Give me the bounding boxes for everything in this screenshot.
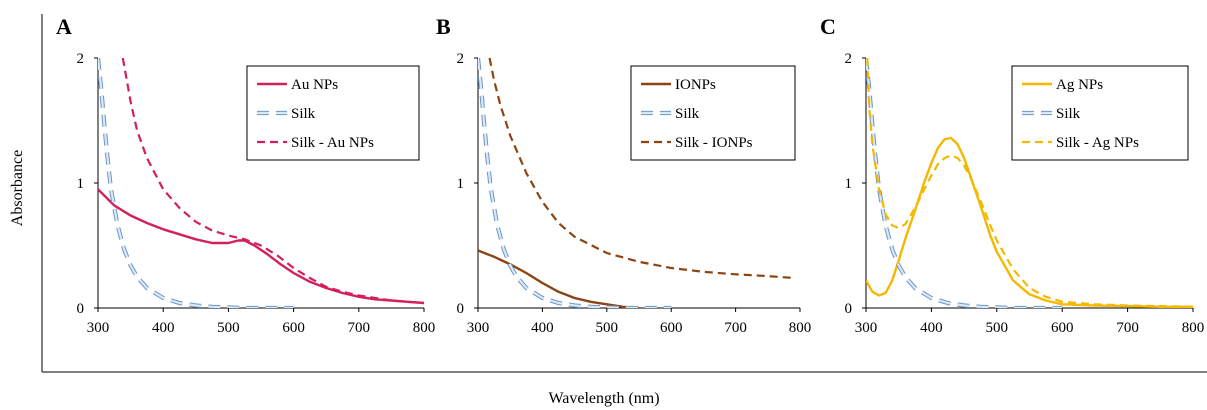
x-tick-label: 700 xyxy=(348,320,371,336)
legend-label: Ag NPs xyxy=(1056,77,1103,93)
x-tick-label: 500 xyxy=(596,320,619,336)
series-line-1 xyxy=(98,188,424,305)
legend: Au NPs Silk Silk - Au NPs xyxy=(246,65,420,161)
legend-label: Silk - Ag NPs xyxy=(1056,135,1139,151)
y-axis-label: Absorbance xyxy=(9,150,26,226)
figure-frame xyxy=(41,14,1207,373)
series-line-2-inner xyxy=(98,58,294,308)
panel-letter: A xyxy=(56,14,72,39)
legend-label: Silk xyxy=(291,106,316,122)
legend: IONPs Silk Silk - IONPs xyxy=(630,65,796,161)
x-tick-label: 600 xyxy=(282,320,305,336)
chart-panel-a: A 0 1 2 300 400 500 600 700 800 Au NPs Silk Silk - A… xyxy=(56,14,435,336)
panel-letter: C xyxy=(820,14,836,39)
legend-label: IONPs xyxy=(675,77,716,93)
series-group xyxy=(478,58,794,308)
legend-label: Au NPs xyxy=(291,77,338,93)
x-axis-label: Wavelength (nm) xyxy=(548,390,659,407)
chart-panel-b: B 0 1 2 300 400 500 600 700 800 IONPs Silk Silk - IO… xyxy=(436,14,811,336)
y-tick-label: 0 xyxy=(77,301,85,317)
x-tick-label: 700 xyxy=(724,320,747,336)
y-tick-label: 0 xyxy=(457,301,465,317)
y-tick-label: 1 xyxy=(457,176,465,192)
x-tick-label: 400 xyxy=(920,320,943,336)
series-line-3 xyxy=(866,58,1193,308)
y-tick-label: 2 xyxy=(457,51,465,67)
y-tick-label: 1 xyxy=(77,176,85,192)
x-tick-label: 800 xyxy=(1182,320,1205,336)
y-tick-label: 2 xyxy=(845,51,853,67)
legend-box xyxy=(246,65,420,161)
x-tick-label: 800 xyxy=(789,320,812,336)
x-tick-label: 300 xyxy=(87,320,110,336)
legend: Ag NPs Silk Silk - Ag NPs xyxy=(1011,65,1189,161)
series-group xyxy=(866,58,1193,308)
x-tick-label: 600 xyxy=(660,320,683,336)
legend-label: Silk - IONPs xyxy=(675,135,753,151)
x-tick-label: 500 xyxy=(986,320,1009,336)
x-tick-label: 800 xyxy=(413,320,436,336)
chart-panels: A 0 1 2 300 400 500 600 700 800 Au NPs Silk Silk - A… xyxy=(56,14,1204,336)
chart-panel-c: C 0 1 2 300 400 500 600 700 800 Ag NPs Silk Silk - A… xyxy=(820,14,1204,336)
x-tick-label: 700 xyxy=(1116,320,1139,336)
series-line-2-inner xyxy=(866,58,1063,308)
legend-label: Silk xyxy=(675,106,700,122)
x-tick-label: 500 xyxy=(217,320,240,336)
x-tick-label: 600 xyxy=(1051,320,1074,336)
x-tick-label: 300 xyxy=(855,320,878,336)
series-line-3 xyxy=(488,58,794,280)
series-line-1 xyxy=(866,136,1193,308)
x-tick-label: 400 xyxy=(531,320,554,336)
y-tick-label: 1 xyxy=(845,176,853,192)
legend-label: Silk xyxy=(1056,106,1081,122)
x-tick-label: 400 xyxy=(152,320,175,336)
panel-letter: B xyxy=(436,14,451,39)
y-tick-label: 2 xyxy=(77,51,85,67)
legend-label: Silk - Au NPs xyxy=(291,135,374,151)
y-tick-label: 0 xyxy=(845,301,853,317)
legend-box xyxy=(630,65,796,161)
series-group xyxy=(98,58,424,308)
x-tick-label: 300 xyxy=(467,320,490,336)
series-line-1 xyxy=(478,249,640,308)
series-line-2-inner xyxy=(478,58,672,308)
